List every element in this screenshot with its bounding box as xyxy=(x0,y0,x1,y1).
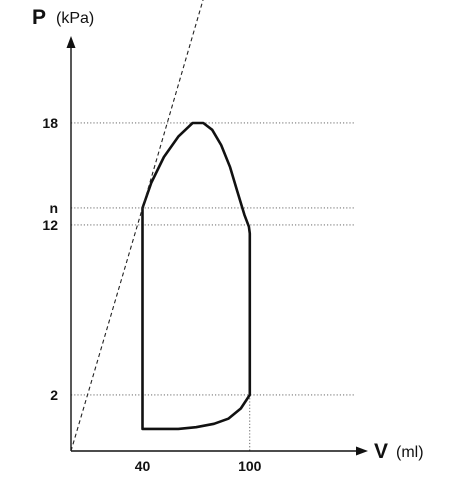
axes xyxy=(66,36,368,456)
y-axis-symbol: P xyxy=(32,6,46,29)
x-axis-arrowhead xyxy=(356,446,368,456)
y-tick-label-2: n xyxy=(49,200,58,216)
grid-lines xyxy=(71,122,355,451)
tick-labels: 2 12n 18 40 100 xyxy=(42,115,261,474)
y-tick-label-1: 12 xyxy=(42,217,58,233)
y-tick-label-3: 18 xyxy=(42,115,58,131)
series-group xyxy=(70,0,252,452)
x-tick-label-0: 40 xyxy=(135,458,151,474)
x-axis-unit: (ml) xyxy=(396,444,424,461)
y-axis-arrowhead xyxy=(66,36,76,48)
y-tick-label-0: 2 xyxy=(50,387,58,403)
dashed-line xyxy=(70,0,204,452)
x-axis-symbol: V xyxy=(374,440,388,463)
x-tick-label-1: 100 xyxy=(238,458,262,474)
y-axis-unit: (kPa) xyxy=(56,10,94,27)
pv-loop-line xyxy=(141,121,252,431)
